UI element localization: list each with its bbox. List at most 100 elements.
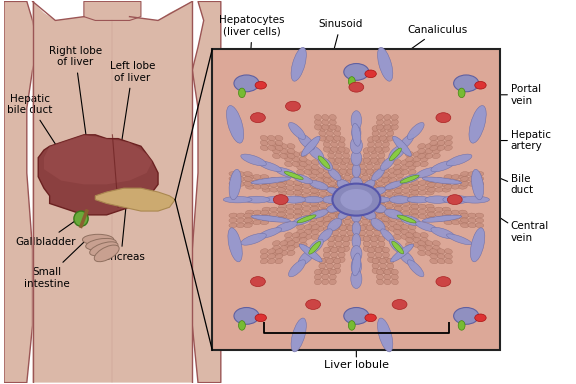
Ellipse shape <box>367 137 374 142</box>
Ellipse shape <box>385 208 393 213</box>
Ellipse shape <box>354 224 361 230</box>
Ellipse shape <box>324 173 331 178</box>
Ellipse shape <box>430 249 438 254</box>
Ellipse shape <box>468 213 476 218</box>
Ellipse shape <box>356 186 363 191</box>
Ellipse shape <box>335 241 342 247</box>
Ellipse shape <box>408 165 416 170</box>
Ellipse shape <box>280 241 287 246</box>
Ellipse shape <box>226 106 244 143</box>
Ellipse shape <box>229 218 237 223</box>
Ellipse shape <box>344 219 351 225</box>
Ellipse shape <box>236 213 245 218</box>
Ellipse shape <box>367 257 374 263</box>
Ellipse shape <box>319 263 326 269</box>
Ellipse shape <box>321 213 328 218</box>
Ellipse shape <box>365 189 372 194</box>
Ellipse shape <box>241 154 266 166</box>
Ellipse shape <box>253 175 262 179</box>
Ellipse shape <box>393 136 411 156</box>
Ellipse shape <box>406 237 414 243</box>
Ellipse shape <box>381 178 389 183</box>
Ellipse shape <box>343 236 350 242</box>
Ellipse shape <box>401 160 408 165</box>
Circle shape <box>255 81 267 89</box>
Text: Hepatic
bile duct: Hepatic bile duct <box>7 94 74 172</box>
Ellipse shape <box>425 196 450 204</box>
Ellipse shape <box>328 195 336 200</box>
Ellipse shape <box>275 141 283 146</box>
Ellipse shape <box>309 180 328 190</box>
Ellipse shape <box>443 195 469 204</box>
Ellipse shape <box>312 165 319 170</box>
Ellipse shape <box>258 228 282 238</box>
Ellipse shape <box>329 114 336 120</box>
Ellipse shape <box>385 198 393 203</box>
Ellipse shape <box>326 131 334 136</box>
Ellipse shape <box>468 218 476 223</box>
Ellipse shape <box>377 181 384 186</box>
Ellipse shape <box>253 215 262 220</box>
Ellipse shape <box>369 176 377 181</box>
Ellipse shape <box>384 114 391 120</box>
Ellipse shape <box>475 177 484 181</box>
Ellipse shape <box>270 212 278 217</box>
Ellipse shape <box>295 211 304 216</box>
Ellipse shape <box>321 218 328 223</box>
Ellipse shape <box>374 169 381 174</box>
Ellipse shape <box>376 200 385 205</box>
Ellipse shape <box>328 241 335 247</box>
Ellipse shape <box>319 191 328 196</box>
Ellipse shape <box>314 124 321 130</box>
Ellipse shape <box>377 47 393 81</box>
Ellipse shape <box>363 148 370 153</box>
Ellipse shape <box>407 260 424 277</box>
Ellipse shape <box>377 186 384 191</box>
Ellipse shape <box>391 114 398 120</box>
Ellipse shape <box>244 172 252 176</box>
Ellipse shape <box>377 218 384 223</box>
Ellipse shape <box>319 131 326 136</box>
Ellipse shape <box>357 208 364 214</box>
Ellipse shape <box>275 146 283 151</box>
Ellipse shape <box>426 185 434 190</box>
Circle shape <box>286 101 300 111</box>
Ellipse shape <box>275 167 297 178</box>
Ellipse shape <box>361 200 370 205</box>
Ellipse shape <box>369 181 377 186</box>
Ellipse shape <box>378 246 385 252</box>
Ellipse shape <box>401 206 410 211</box>
Ellipse shape <box>304 170 312 175</box>
Ellipse shape <box>460 172 469 176</box>
Ellipse shape <box>272 241 280 246</box>
Ellipse shape <box>395 189 403 193</box>
Ellipse shape <box>420 152 428 157</box>
Ellipse shape <box>458 220 467 225</box>
Ellipse shape <box>310 184 319 188</box>
Ellipse shape <box>350 191 357 196</box>
Ellipse shape <box>381 173 389 178</box>
Ellipse shape <box>319 126 326 131</box>
Ellipse shape <box>377 279 384 285</box>
Ellipse shape <box>363 152 370 158</box>
Ellipse shape <box>359 159 366 164</box>
Ellipse shape <box>293 204 302 209</box>
Ellipse shape <box>328 148 335 153</box>
Ellipse shape <box>366 230 373 236</box>
Ellipse shape <box>331 137 338 142</box>
Ellipse shape <box>286 185 294 190</box>
Circle shape <box>251 113 266 122</box>
Ellipse shape <box>328 152 335 158</box>
Ellipse shape <box>365 184 372 189</box>
Ellipse shape <box>365 186 372 191</box>
Ellipse shape <box>395 194 403 198</box>
Ellipse shape <box>344 224 351 230</box>
Ellipse shape <box>401 224 408 230</box>
Ellipse shape <box>365 181 372 187</box>
Ellipse shape <box>322 119 329 125</box>
Ellipse shape <box>427 182 436 187</box>
Ellipse shape <box>362 180 375 191</box>
Ellipse shape <box>285 157 292 162</box>
Ellipse shape <box>270 207 278 212</box>
Ellipse shape <box>289 122 305 139</box>
